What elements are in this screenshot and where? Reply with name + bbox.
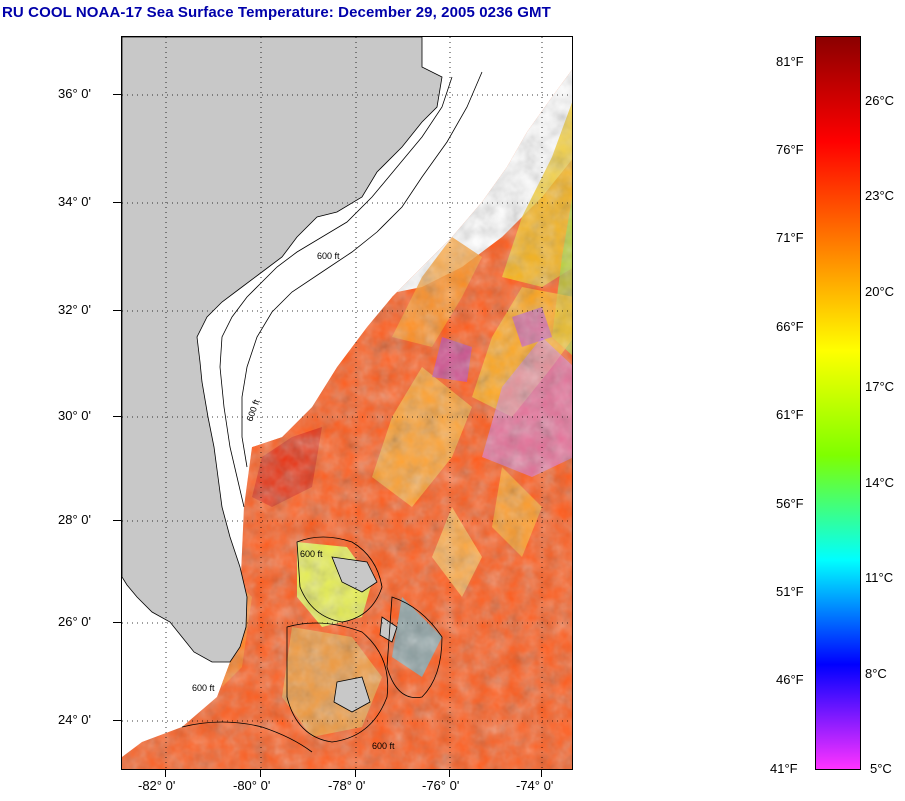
colorbar-f-label: 61°F — [776, 407, 804, 422]
lat-label-34: 34° 0' — [58, 194, 91, 209]
contour-label: 600 ft — [192, 683, 215, 693]
colorbar-c-label: 23°C — [865, 188, 895, 203]
lat-label-26: 26° 0' — [58, 614, 91, 629]
colorbar-f-label: 51°F — [776, 584, 804, 599]
colorbar-c-label: 20°C — [865, 284, 895, 299]
lat-label-24: 24° 0' — [58, 712, 91, 727]
lat-label-32: 32° 0' — [58, 302, 91, 317]
map-title: RU COOL NOAA-17 Sea Surface Temperature:… — [2, 4, 551, 21]
lon-label-76: -76° 0' — [422, 778, 460, 793]
lat-tick — [113, 622, 121, 623]
bahamas-islands — [331, 556, 398, 713]
lon-label-80: -80° 0' — [233, 778, 271, 793]
depth-contours — [181, 71, 483, 753]
lat-tick — [113, 720, 121, 721]
lat-tick — [113, 202, 121, 203]
colorbar-c-label: 17°C — [865, 379, 895, 394]
colorbar-f-label: 71°F — [776, 230, 804, 245]
lat-tick — [113, 94, 121, 95]
colorbar-f-label: 76°F — [776, 142, 804, 157]
contour-label: 600 ft — [372, 741, 395, 751]
lon-tick — [165, 770, 166, 777]
lat-tick — [113, 520, 121, 521]
colorbar-c-label: 11°C — [865, 570, 894, 585]
lon-label-78: -78° 0' — [328, 778, 366, 793]
lon-tick — [541, 770, 542, 777]
lon-label-74: -74° 0' — [516, 778, 554, 793]
lat-tick — [113, 416, 121, 417]
lat-label-28: 28° 0' — [58, 512, 91, 527]
colorbar-f-label: 66°F — [776, 319, 804, 334]
contour-label: 600 ft — [317, 251, 340, 261]
temperature-colorbar — [815, 36, 861, 770]
coastal-nodata — [192, 67, 542, 467]
colorbar-c-label: 5°C — [870, 761, 892, 776]
lon-label-82: -82° 0' — [138, 778, 176, 793]
land-mass — [122, 37, 443, 663]
lon-tick — [260, 770, 261, 777]
graticule — [122, 37, 572, 769]
colorbar-c-label: 14°C — [865, 475, 895, 490]
colorbar-f-label: 46°F — [776, 672, 804, 687]
lon-tick — [355, 770, 356, 777]
colorbar-c-label: 8°C — [865, 666, 887, 681]
colorbar-f-label: 81°F — [776, 54, 804, 69]
lon-tick — [449, 770, 450, 777]
sst-map: 600 ft 600 ft 600 ft 600 ft 600 ft — [121, 36, 573, 770]
colorbar-c-label: 26°C — [865, 93, 895, 108]
colorbar-f-label: 41°F — [770, 761, 798, 776]
lat-tick — [113, 310, 121, 311]
contour-label: 600 ft — [300, 549, 323, 559]
lat-label-36: 36° 0' — [58, 86, 91, 101]
sst-map-canvas: 600 ft 600 ft 600 ft 600 ft 600 ft — [122, 37, 572, 769]
lat-label-30: 30° 0' — [58, 408, 91, 423]
colorbar-f-label: 56°F — [776, 496, 804, 511]
